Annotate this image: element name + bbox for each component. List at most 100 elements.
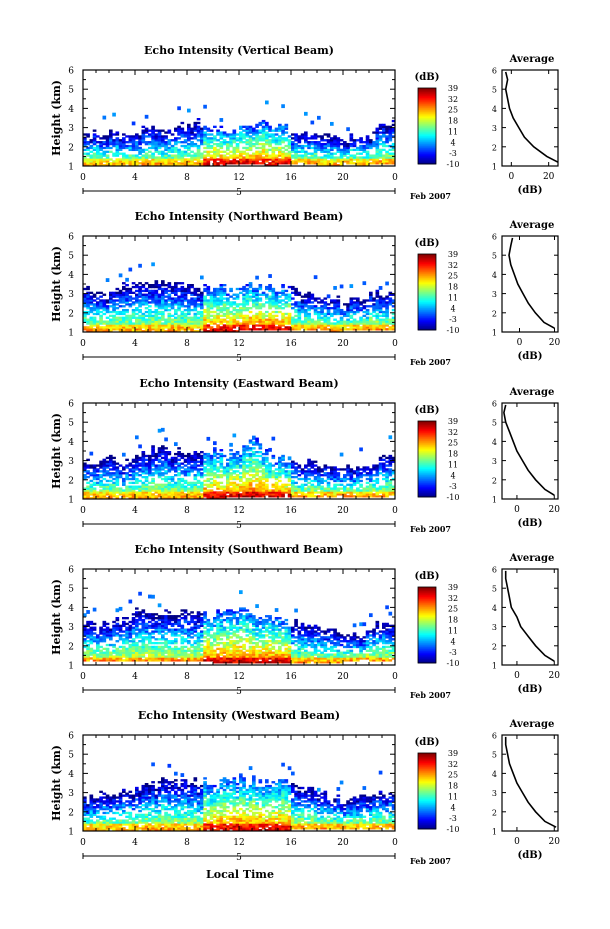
colorbar-segment [418, 328, 436, 331]
colorbar-segment [418, 421, 436, 424]
colorbar-segment [418, 154, 436, 157]
average-y-tick-label: 6 [492, 732, 497, 741]
y-tick-label: 3 [68, 124, 74, 134]
average-x-tick-label: 20 [549, 338, 561, 348]
colorbar-segment [418, 152, 436, 155]
colorbar-tick-label: 18 [448, 450, 458, 459]
average-y-tick-label: 2 [492, 808, 497, 817]
colorbar-segment [418, 825, 436, 828]
colorbar-tick-label: 11 [448, 460, 458, 469]
colorbar-segment [418, 453, 436, 456]
average-y-tick-label: 2 [492, 642, 497, 651]
colorbar-segment [418, 467, 436, 470]
colorbar-tick-label: 32 [448, 760, 458, 769]
colorbar-tick-label: 32 [448, 428, 458, 437]
x-tick-label: 0 [80, 339, 86, 349]
colorbar-segment [418, 136, 436, 139]
y-tick-label: 3 [68, 789, 74, 799]
y-axis-label: Height (km) [50, 745, 63, 821]
colorbar-label: (dB) [415, 737, 440, 748]
date-label: Feb 2007 [410, 524, 451, 534]
colorbar-segment [418, 645, 436, 648]
colorbar-segment [418, 294, 436, 297]
average-y-tick-label: 4 [492, 271, 497, 280]
colorbar-segment [418, 114, 436, 117]
average-y-tick-label: 4 [492, 105, 497, 114]
colorbar-segment [418, 819, 436, 822]
colorbar-segment [418, 290, 436, 293]
average-y-tick-label: 4 [492, 604, 497, 613]
panel-title: Echo Intensity (Westward Beam) [138, 709, 340, 722]
colorbar-frame [417, 253, 437, 331]
colorbar-tick-label: 18 [448, 616, 458, 625]
colorbar-segment [418, 789, 436, 792]
colorbar-segment [418, 783, 436, 786]
x-tick-label: 0 [392, 339, 398, 349]
colorbar-segment [418, 94, 436, 97]
average-profile-line [504, 570, 555, 662]
colorbar-tick-label: 32 [448, 261, 458, 270]
heatmap-cells [83, 427, 396, 500]
colorbar-tick-label: 39 [448, 250, 458, 259]
x-tick-label: 8 [184, 173, 190, 183]
y-tick-label: 2 [68, 476, 74, 486]
x-tick-label: 0 [80, 173, 86, 183]
colorbar-segment [418, 635, 436, 638]
colorbar-segment [418, 158, 436, 161]
colorbar-segment [418, 306, 436, 309]
panel-3: Echo Intensity (Southward Beam)123456Hei… [50, 543, 560, 700]
colorbar-segment [418, 254, 436, 257]
colorbar-segment [418, 657, 436, 660]
colorbar-segment [418, 142, 436, 145]
colorbar-segment [418, 495, 436, 498]
colorbar-tick-label: 39 [448, 583, 458, 592]
colorbar-tick-label: 39 [448, 749, 458, 758]
x-tick-label: 4 [132, 506, 138, 516]
y-tick-label: 2 [68, 309, 74, 319]
colorbar-segment [418, 487, 436, 490]
colorbar-segment [418, 427, 436, 430]
average-x-tick-label: 0 [517, 338, 523, 348]
panel-title: Echo Intensity (Northward Beam) [135, 210, 344, 223]
colorbar-segment [418, 288, 436, 291]
day-label: 5 [236, 521, 242, 531]
average-y-tick-label: 5 [492, 419, 497, 428]
y-axis-label: Height (km) [50, 413, 63, 489]
colorbar-segment [418, 605, 436, 608]
colorbar-segment [418, 643, 436, 646]
colorbar-segment [418, 767, 436, 770]
colorbar-segment [418, 483, 436, 486]
x-tick-label: 20 [337, 838, 349, 848]
colorbar-segment [418, 423, 436, 426]
date-label: Feb 2007 [410, 191, 451, 201]
average-y-tick-label: 5 [492, 86, 497, 95]
colorbar-segment [418, 765, 436, 768]
colorbar-segment [418, 310, 436, 313]
average-y-tick-label: 3 [492, 623, 497, 632]
colorbar-segment [418, 88, 436, 91]
colorbar-segment [418, 785, 436, 788]
colorbar-segment [418, 322, 436, 325]
average-x-label: (dB) [518, 850, 543, 861]
x-tick-label: 12 [233, 506, 244, 516]
y-tick-label: 6 [68, 566, 74, 576]
colorbar-segment [418, 771, 436, 774]
colorbar-label: (dB) [415, 72, 440, 83]
colorbar-segment [418, 122, 436, 125]
day-label: 5 [236, 687, 242, 697]
colorbar-segment [418, 298, 436, 301]
average-y-tick-label: 4 [492, 770, 497, 779]
colorbar-segment [418, 144, 436, 147]
colorbar-segment [418, 286, 436, 289]
colorbar-segment [418, 308, 436, 311]
colorbar-segment [418, 607, 436, 610]
colorbar-tick-label: 25 [448, 106, 458, 115]
colorbar-tick-label: 32 [448, 95, 458, 104]
x-tick-label: 4 [132, 838, 138, 848]
colorbar-segment [418, 801, 436, 804]
colorbar-tick-label: -3 [449, 482, 457, 491]
average-x-tick-label: 0 [514, 837, 520, 847]
colorbar-segment [418, 126, 436, 129]
colorbar-segment [418, 296, 436, 299]
colorbar-segment [418, 799, 436, 802]
